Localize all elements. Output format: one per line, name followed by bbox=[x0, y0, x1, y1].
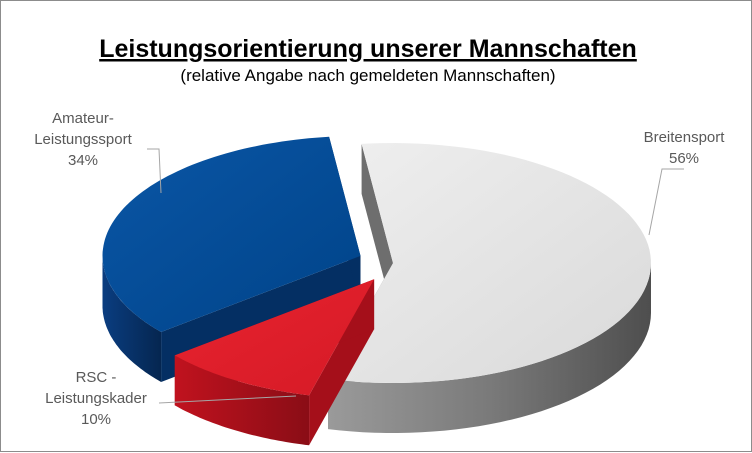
slice-top-1 bbox=[328, 143, 651, 383]
data-label-2: RSC - Leistungskader 10% bbox=[45, 369, 297, 428]
pie-slice-1 bbox=[328, 143, 651, 433]
chart-subtitle: (relative Angabe nach gemeldeten Mannsch… bbox=[180, 66, 555, 85]
slice-wall-1-1 bbox=[361, 143, 393, 313]
leader-line-3 bbox=[147, 148, 162, 194]
slice-side-3-1 bbox=[102, 255, 162, 382]
slice-side-2-1 bbox=[174, 355, 310, 446]
slice-top-3 bbox=[102, 136, 361, 332]
slice-name-label: Leistungskader bbox=[45, 390, 147, 407]
pie-slices bbox=[102, 136, 651, 446]
data-label-1: Breitensport 56% bbox=[644, 129, 726, 236]
leader-line-2 bbox=[158, 395, 297, 404]
slice-name-label: Breitensport bbox=[644, 129, 726, 146]
slice-top-2 bbox=[174, 279, 375, 396]
slice-side-1-1 bbox=[328, 263, 651, 433]
data-label-3: Amateur- Leistungssport 34% bbox=[34, 110, 162, 194]
slice-name-label: RSC - bbox=[76, 369, 117, 386]
slice-name-label: Amateur- bbox=[52, 110, 114, 127]
chart-title: Leistungsorientierung unserer Mannschaft… bbox=[99, 35, 637, 63]
leader-line-1 bbox=[648, 168, 684, 236]
slice-percent-label: 10% bbox=[81, 411, 111, 428]
slice-percent-label: 56% bbox=[669, 150, 699, 167]
slice-percent-label: 34% bbox=[68, 152, 98, 169]
data-labels: Breitensport 56% RSC - Leistungskader 10% Ama… bbox=[34, 110, 725, 428]
pie-slice-2 bbox=[174, 279, 375, 446]
slice-name-label: Leistungssport bbox=[34, 131, 132, 148]
